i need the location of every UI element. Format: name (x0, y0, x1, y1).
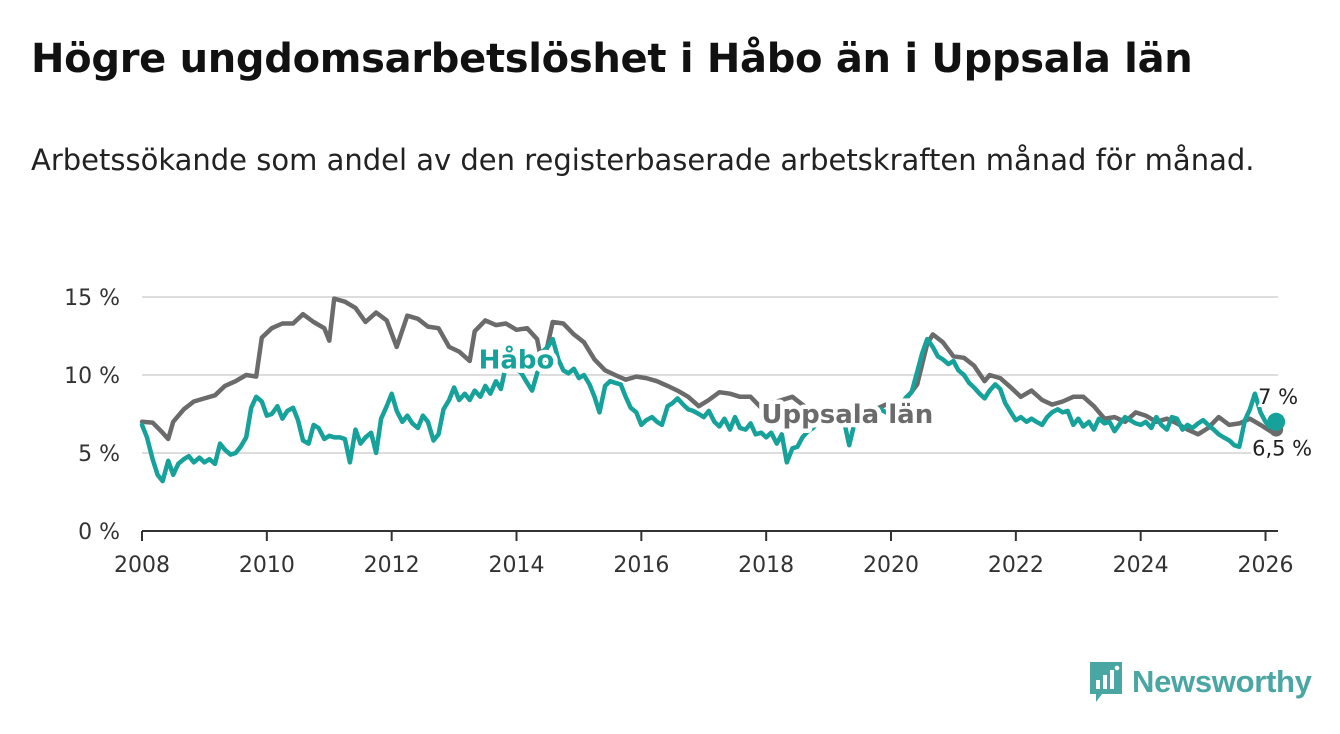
x-tick-label: 2010 (239, 553, 295, 578)
y-tick-label: 5 % (78, 442, 120, 467)
x-tick-label: 2014 (489, 553, 545, 578)
y-tick-label: 0 % (78, 520, 120, 545)
y-tick-label: 10 % (64, 364, 120, 389)
series-line-h-bo (139, 336, 1279, 484)
brand-name: Newsworthy (1132, 664, 1312, 699)
y-tick-label: 15 % (64, 286, 120, 311)
series-labels: Håbo Uppsala län 7 % 6,5 % (474, 339, 1315, 464)
newsworthy-brand: Newsworthy (1088, 660, 1312, 704)
x-tick-label: 2016 (613, 553, 669, 578)
series-line-uppsala-l-n (139, 296, 1279, 442)
series-group (139, 296, 1279, 484)
series-label-uppsala: Uppsala län (761, 400, 933, 430)
end-marker-habo (1267, 412, 1286, 431)
end-label-uppsala: 6,5 % (1252, 437, 1312, 461)
series-label-habo: Håbo (479, 343, 555, 375)
x-tick-label: 2022 (988, 553, 1044, 578)
chart-subtitle: Arbetssökande som andel av den registerb… (31, 143, 1255, 177)
y-axis-ticks: 0 % 5 % 10 % 15 % (64, 286, 120, 545)
gridlines (142, 296, 1278, 454)
newsworthy-logo-icon (1090, 662, 1122, 702)
x-tick-label: 2020 (863, 553, 919, 578)
x-axis-ticks: 2008 2010 2012 2014 2016 2018 2020 2022 2024 2026 (114, 531, 1294, 578)
x-tick-label: 2026 (1238, 553, 1294, 578)
end-label-habo: 7 % (1258, 385, 1298, 409)
x-tick-label: 2018 (738, 553, 794, 578)
chart-title: Högre ungdomsarbetslöshet i Håbo än i Up… (31, 36, 1193, 82)
x-tick-label: 2024 (1113, 553, 1169, 578)
x-tick-label: 2008 (114, 553, 170, 578)
x-tick-label: 2012 (364, 553, 420, 578)
